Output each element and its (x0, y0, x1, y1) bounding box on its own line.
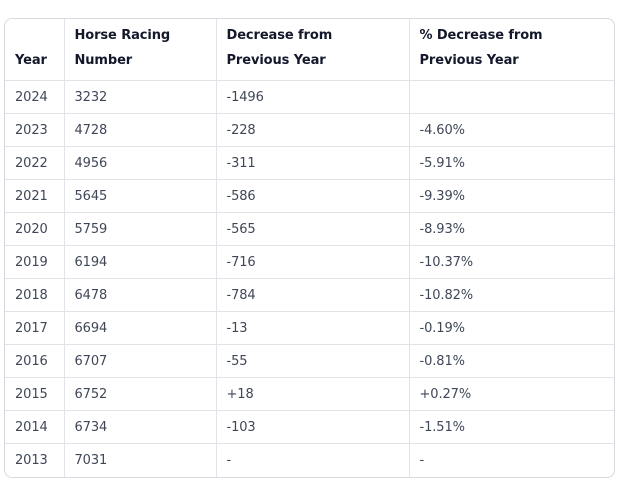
table-row: 2019 6194 -716 -10.37% (5, 245, 614, 279)
column-header-decrease: Decrease from Previous Year (216, 19, 410, 81)
table-cell: -311 (216, 146, 410, 180)
table-cell: -55 (216, 344, 410, 378)
table-body: 2024 3232 -1496 2023 4728 -228 -4.60% 2022 4956-… (5, 80, 614, 477)
table-cell: 5759 (64, 212, 217, 246)
table-cell: 2020 (5, 212, 65, 246)
table-header: Year Horse Racing Number Decrease from P… (5, 19, 614, 81)
table-row: 2018 6478 -784 -10.82% (5, 278, 614, 312)
table-cell: 2018 (5, 278, 65, 312)
header-row: Year Horse Racing Number Decrease from P… (5, 19, 614, 81)
table-row: 2016 6707 -55 -0.81% (5, 344, 614, 378)
table-cell: -9.39% (419, 188, 465, 204)
data-table: Year Horse Racing Number Decrease from P… (4, 18, 615, 478)
column-header-year: Year (5, 19, 65, 81)
table-cell: -586 (216, 179, 410, 213)
table-cell: 2024 (5, 80, 65, 114)
table-cell: -228 (216, 113, 410, 147)
table-cell: +18 (216, 377, 410, 411)
table-row: 2013 7031- - (5, 443, 614, 477)
table-cell: -1496 (216, 80, 410, 114)
table-cell: -103 (216, 410, 410, 444)
table-cell: 2021 (5, 179, 65, 213)
table-row: 2015 6752 +18 +0.27% (5, 377, 614, 411)
table-row: 2021 5645 -586 -9.39% (5, 179, 614, 213)
table-cell: -5.91% (419, 155, 465, 171)
table-cell: -565 (216, 212, 410, 246)
table-cell: 2016 (5, 344, 65, 378)
table-cell: - (216, 443, 410, 477)
table-cell: 6478 (64, 278, 217, 312)
table-cell: 6694 (64, 311, 217, 345)
table-cell: -1.51% (419, 419, 465, 435)
column-header-horse-racing-number: Horse Racing Number (64, 19, 217, 81)
table-row: 2017 6694 -13 -0.19% (5, 311, 614, 345)
table-cell: +0.27% (419, 386, 472, 402)
table-cell: 4956 (64, 146, 217, 180)
table-cell (409, 81, 614, 114)
table-cell: 5645 (64, 179, 217, 213)
table-row: 2014 6734 -103 -1.51% (5, 410, 614, 444)
column-header-pct-decrease: % Decrease from Previous Year (419, 28, 543, 68)
table-cell: 2022 (5, 146, 65, 180)
table-cell: -0.19% (419, 320, 465, 336)
table-cell: -716 (216, 245, 410, 279)
table-cell: 2015 (5, 377, 65, 411)
table-row: 2024 3232 -1496 (5, 80, 614, 114)
table-cell: 2013 (5, 443, 65, 477)
table-row: 2022 4956 -311 -5.91% (5, 146, 614, 180)
table-cell: 2014 (5, 410, 65, 444)
table-cell: - (419, 452, 425, 468)
table-cell: 2023 (5, 113, 65, 147)
table-cell: 2019 (5, 245, 65, 279)
table-cell: 6734 (64, 410, 217, 444)
table-cell: 4728 (64, 113, 217, 147)
table-row: 2020 5759 -565 -8.93% (5, 212, 614, 246)
table-cell: -10.37% (419, 254, 474, 270)
horse-racing-table: Year Horse Racing Number Decrease from P… (5, 19, 614, 477)
table-cell: 6194 (64, 245, 217, 279)
table-cell: -4.60% (419, 122, 465, 138)
table-cell: -0.81% (419, 353, 465, 369)
table-cell: 6752 (64, 377, 217, 411)
table-cell: 3232 (64, 80, 217, 114)
table-cell: -8.93% (419, 221, 465, 237)
table-cell: 7031 (64, 443, 217, 477)
table-cell: 6707 (64, 344, 217, 378)
table-cell: -10.82% (419, 287, 474, 303)
table-cell: 2017 (5, 311, 65, 345)
table-row: 2023 4728 -228 -4.60% (5, 113, 614, 147)
table-cell: -13 (216, 311, 410, 345)
table-cell: -784 (216, 278, 410, 312)
